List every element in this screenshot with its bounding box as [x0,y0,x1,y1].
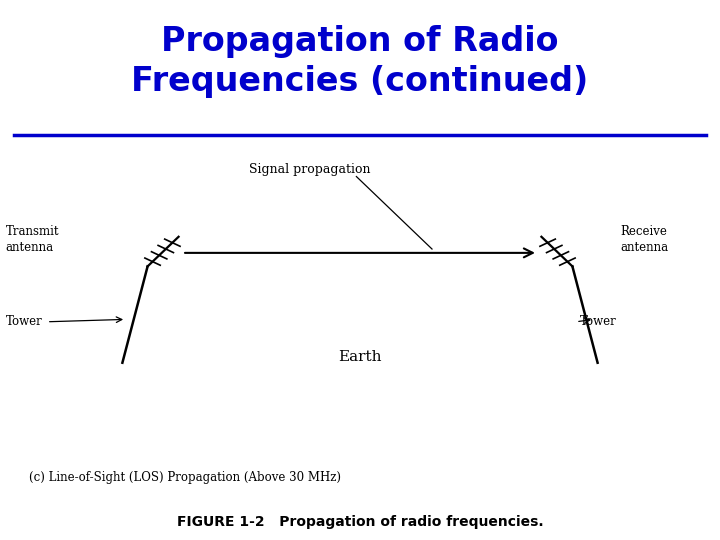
Text: Transmit
antenna: Transmit antenna [6,225,59,254]
Text: Propagation of Radio
Frequencies (continued): Propagation of Radio Frequencies (contin… [131,25,589,98]
Text: Receive
antenna: Receive antenna [621,225,669,254]
Text: (c) Line-of-Sight (LOS) Propagation (Above 30 MHz): (c) Line-of-Sight (LOS) Propagation (Abo… [29,471,341,484]
Text: Tower: Tower [580,315,616,328]
Text: Tower: Tower [6,315,42,328]
Text: Earth: Earth [338,350,382,365]
Text: FIGURE 1-2   Propagation of radio frequencies.: FIGURE 1-2 Propagation of radio frequenc… [176,515,544,529]
Text: Signal propagation: Signal propagation [249,163,370,176]
